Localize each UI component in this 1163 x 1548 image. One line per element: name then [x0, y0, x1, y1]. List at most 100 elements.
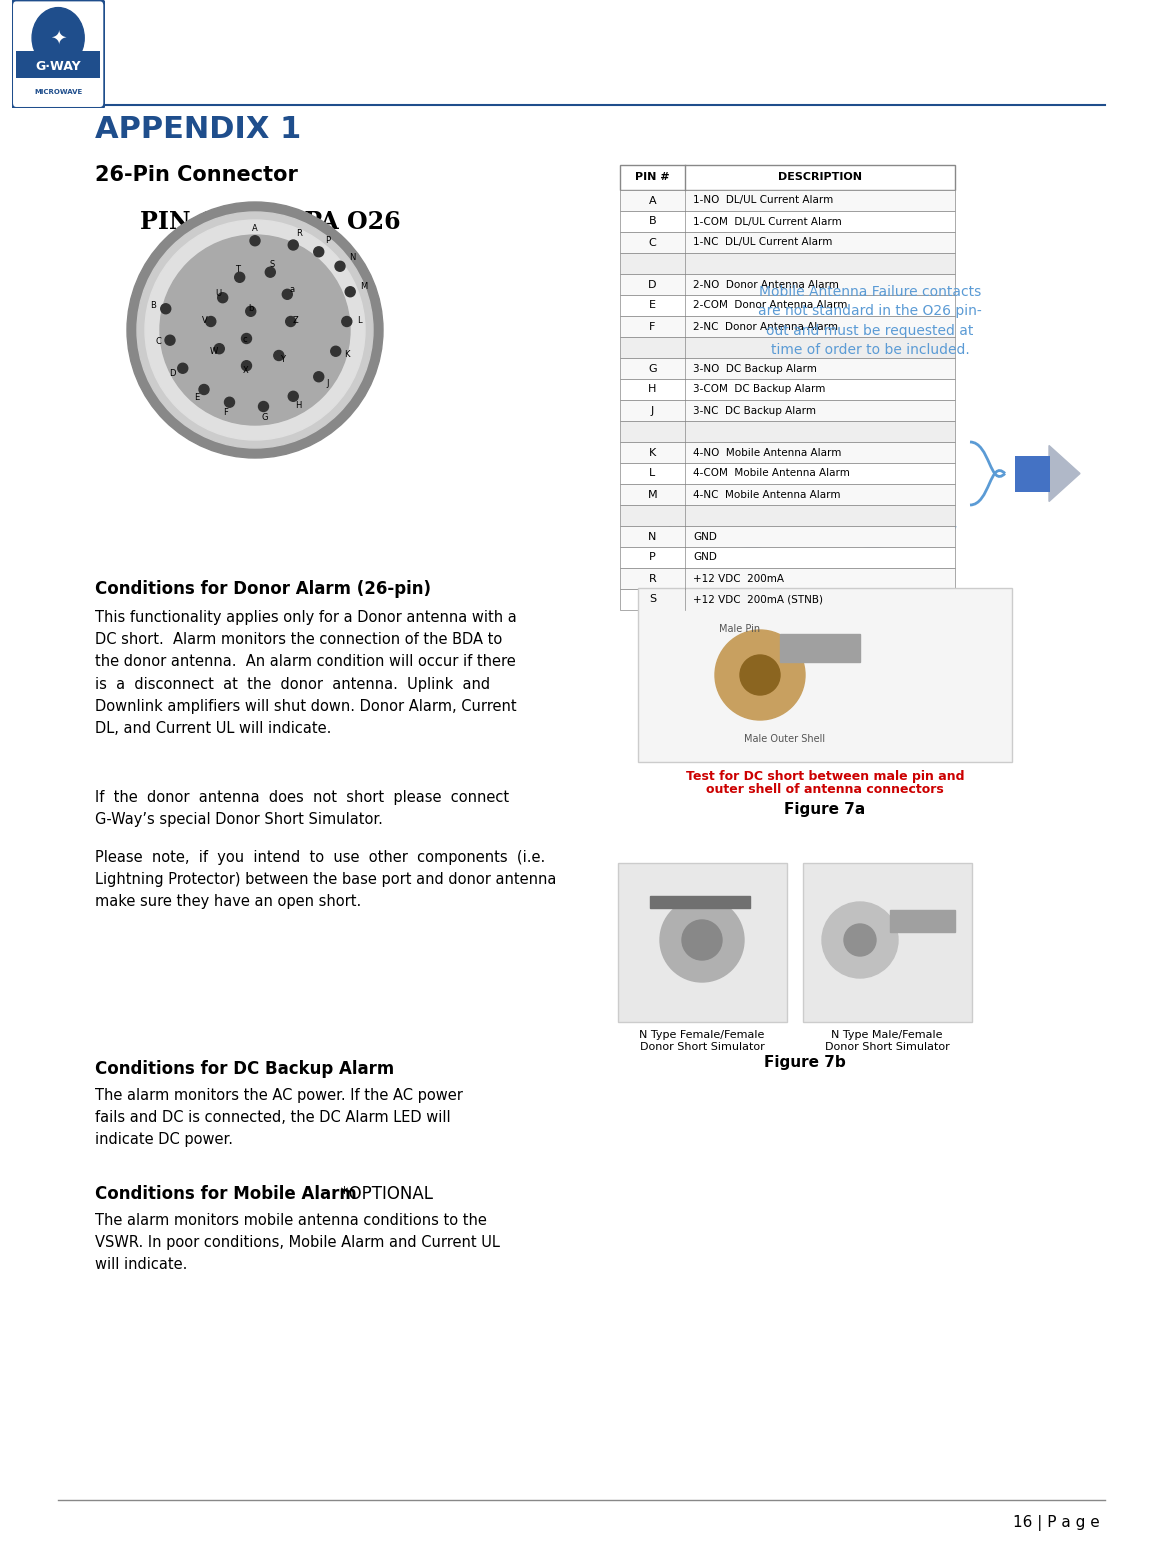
Text: H: H	[648, 384, 657, 395]
Text: Please  note,  if  you  intend  to  use  other  components  (i.e.
Lightning Prot: Please note, if you intend to use other …	[95, 850, 556, 909]
Text: R: R	[295, 229, 301, 237]
Text: Conditions for Donor Alarm (26-pin): Conditions for Donor Alarm (26-pin)	[95, 580, 431, 598]
Bar	[650, 896, 750, 909]
Text: 3-NC  DC Backup Alarm: 3-NC DC Backup Alarm	[693, 406, 816, 415]
Text: V: V	[201, 316, 207, 325]
Text: 2-COM  Donor Antenna Alarm: 2-COM Donor Antenna Alarm	[693, 300, 848, 311]
Circle shape	[844, 924, 876, 957]
Circle shape	[137, 212, 373, 447]
Text: ✦: ✦	[50, 28, 66, 48]
Circle shape	[283, 289, 292, 299]
Text: K: K	[344, 350, 350, 359]
Bar	[620, 274, 955, 296]
Text: F: F	[223, 409, 228, 416]
Circle shape	[242, 361, 251, 370]
Text: C: C	[155, 337, 160, 347]
Text: S: S	[649, 594, 656, 605]
Text: If  the  donor  antenna  does  not  short  please  connect
G-Way’s special Donor: If the donor antenna does not short plea…	[95, 789, 509, 827]
Text: 4-NO  Mobile Antenna Alarm: 4-NO Mobile Antenna Alarm	[693, 447, 841, 458]
Text: The alarm monitors mobile antenna conditions to the
VSWR. In poor conditions, Mo: The alarm monitors mobile antenna condit…	[95, 1214, 500, 1272]
Circle shape	[178, 364, 187, 373]
Text: F: F	[649, 322, 656, 331]
Text: J: J	[327, 379, 329, 389]
Text: T: T	[235, 265, 240, 274]
Text: W: W	[211, 347, 219, 356]
Text: +12 VDC  200mA: +12 VDC 200mA	[693, 573, 784, 584]
Text: B: B	[150, 302, 156, 310]
Bar	[620, 505, 955, 526]
Text: L: L	[649, 469, 656, 478]
Bar	[620, 588, 955, 610]
Circle shape	[330, 347, 341, 356]
Circle shape	[127, 201, 383, 458]
Circle shape	[286, 316, 295, 327]
Text: Male Outer Shell: Male Outer Shell	[744, 734, 826, 745]
Circle shape	[335, 262, 345, 271]
Circle shape	[265, 268, 276, 277]
Text: Figure 7b: Figure 7b	[764, 1056, 846, 1070]
Text: GND: GND	[693, 553, 716, 562]
Text: 1-COM  DL/UL Current Alarm: 1-COM DL/UL Current Alarm	[693, 217, 842, 226]
Text: c: c	[243, 336, 248, 344]
Circle shape	[288, 240, 298, 249]
Circle shape	[160, 303, 171, 314]
Text: b: b	[248, 303, 254, 313]
Text: D: D	[170, 368, 176, 378]
Circle shape	[145, 220, 365, 440]
Bar	[620, 421, 955, 443]
FancyBboxPatch shape	[618, 862, 787, 1022]
Text: A: A	[252, 223, 258, 232]
Text: Y: Y	[279, 354, 285, 364]
Text: a: a	[290, 285, 294, 294]
Bar	[620, 337, 955, 358]
Circle shape	[217, 293, 228, 303]
Bar	[620, 443, 955, 463]
Bar	[620, 526, 955, 546]
Text: DESCRIPTION: DESCRIPTION	[778, 172, 862, 183]
Text: 1-NC  DL/UL Current Alarm: 1-NC DL/UL Current Alarm	[693, 237, 833, 248]
Circle shape	[33, 8, 84, 68]
Text: Conditions for DC Backup Alarm: Conditions for DC Backup Alarm	[95, 1060, 394, 1077]
Circle shape	[682, 920, 722, 960]
Text: J: J	[651, 406, 654, 415]
Text: M: M	[648, 489, 657, 500]
Bar	[620, 546, 955, 568]
Text: PIN #: PIN #	[635, 172, 670, 183]
Circle shape	[165, 336, 174, 345]
Text: *OPTIONAL: *OPTIONAL	[335, 1186, 433, 1203]
Text: L: L	[357, 316, 362, 325]
Text: outer shell of antenna connectors: outer shell of antenna connectors	[706, 783, 944, 796]
Text: N: N	[648, 531, 657, 542]
Bar	[780, 635, 859, 663]
Bar	[620, 296, 955, 316]
Circle shape	[822, 902, 898, 978]
Circle shape	[273, 350, 284, 361]
Text: Figure 7a: Figure 7a	[784, 802, 865, 817]
FancyBboxPatch shape	[16, 51, 100, 77]
Bar	[620, 232, 955, 252]
Text: 4-NC  Mobile Antenna Alarm: 4-NC Mobile Antenna Alarm	[693, 489, 841, 500]
Bar	[1015, 455, 1050, 492]
FancyBboxPatch shape	[638, 588, 1012, 762]
Text: P: P	[649, 553, 656, 562]
Text: G: G	[648, 364, 657, 373]
Text: U: U	[215, 288, 221, 297]
Text: 26-Pin Connector: 26-Pin Connector	[95, 166, 298, 186]
Text: D: D	[648, 280, 657, 289]
Text: 2-NC  Donor Antenna Alarm: 2-NC Donor Antenna Alarm	[693, 322, 839, 331]
Text: N: N	[349, 252, 355, 262]
Text: 1-NO  DL/UL Current Alarm: 1-NO DL/UL Current Alarm	[693, 195, 833, 206]
Text: +12 VDC  200mA (STNB): +12 VDC 200mA (STNB)	[693, 594, 823, 605]
Text: G·WAY: G·WAY	[35, 60, 81, 73]
Circle shape	[235, 272, 244, 282]
Text: H: H	[295, 401, 302, 410]
Text: MICROWAVE: MICROWAVE	[34, 90, 83, 94]
Text: PIN OUT NFPA O26: PIN OUT NFPA O26	[140, 211, 400, 234]
Bar	[620, 568, 955, 588]
Bar	[890, 910, 955, 932]
Circle shape	[160, 235, 350, 426]
Circle shape	[242, 333, 251, 344]
Text: P: P	[326, 237, 330, 245]
Bar	[620, 463, 955, 485]
Text: S: S	[270, 260, 276, 268]
